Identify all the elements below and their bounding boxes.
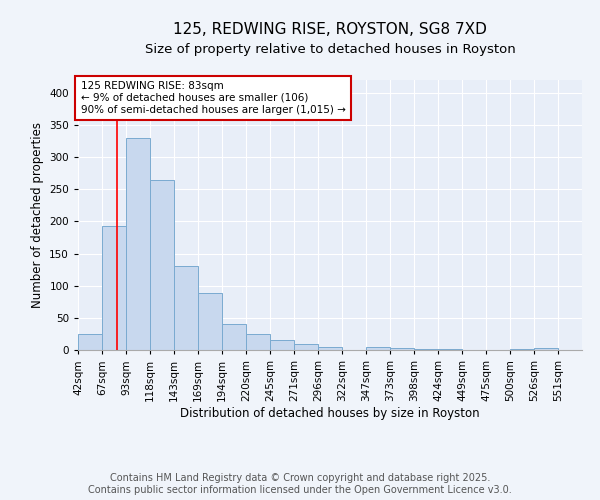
Bar — [126, 138, 150, 350]
Bar — [270, 340, 294, 350]
Bar — [150, 180, 174, 350]
Y-axis label: Number of detached properties: Number of detached properties — [31, 122, 44, 308]
Bar — [414, 348, 438, 350]
Text: Size of property relative to detached houses in Royston: Size of property relative to detached ho… — [145, 42, 515, 56]
Bar — [102, 226, 126, 350]
X-axis label: Distribution of detached houses by size in Royston: Distribution of detached houses by size … — [180, 406, 480, 420]
Bar — [174, 266, 198, 350]
Bar — [366, 347, 390, 350]
Text: Contains HM Land Registry data © Crown copyright and database right 2025.
Contai: Contains HM Land Registry data © Crown c… — [88, 474, 512, 495]
Bar — [318, 348, 342, 350]
Bar — [510, 348, 534, 350]
Bar — [78, 334, 102, 350]
Bar — [222, 324, 246, 350]
Bar — [198, 294, 222, 350]
Bar — [534, 348, 558, 350]
Bar — [390, 348, 414, 350]
Text: 125 REDWING RISE: 83sqm
← 9% of detached houses are smaller (106)
90% of semi-de: 125 REDWING RISE: 83sqm ← 9% of detached… — [80, 82, 346, 114]
Bar — [294, 344, 318, 350]
Text: 125, REDWING RISE, ROYSTON, SG8 7XD: 125, REDWING RISE, ROYSTON, SG8 7XD — [173, 22, 487, 38]
Bar — [246, 334, 270, 350]
